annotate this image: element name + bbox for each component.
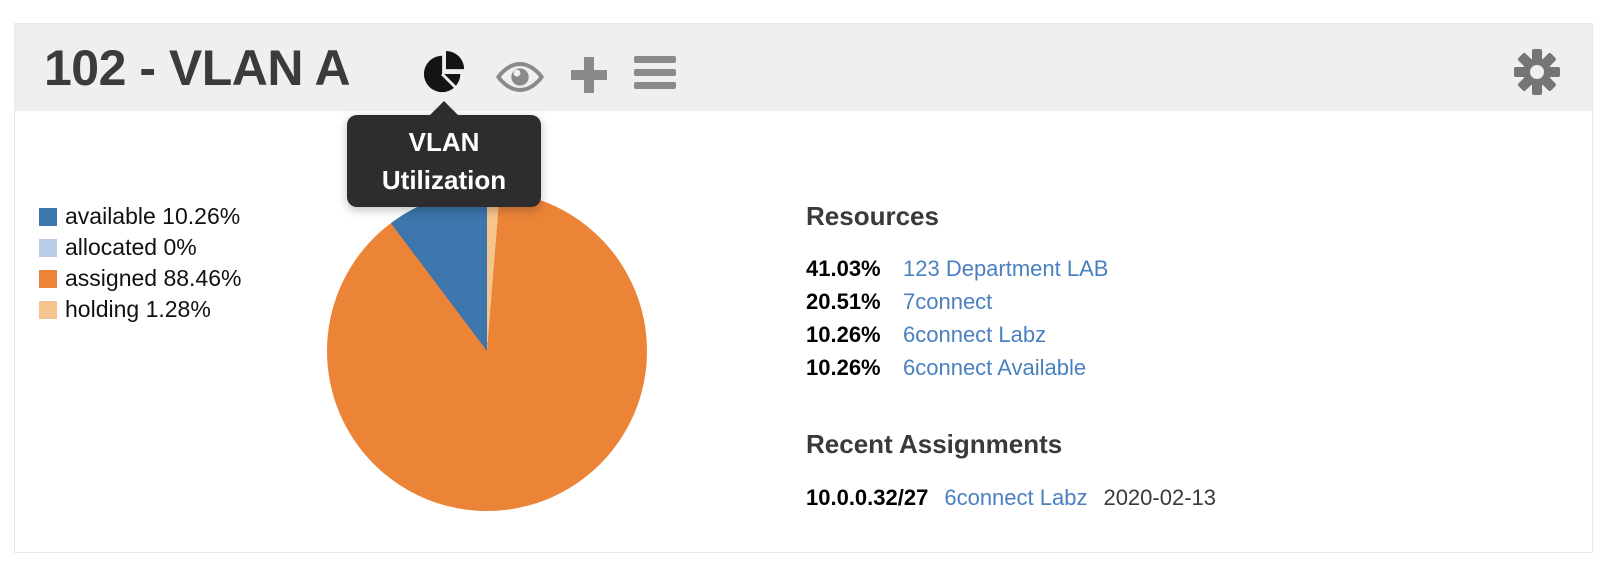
assignment-resource-link[interactable]: 6connect Labz (944, 484, 1088, 510)
resource-percent: 10.26% (806, 354, 881, 380)
legend-label: allocated 0% (65, 234, 197, 260)
hamburger-icon (634, 56, 676, 89)
legend-swatch-allocated (39, 238, 57, 257)
resource-link[interactable]: 123 Department LAB (903, 255, 1109, 281)
legend-label: assigned 88.46% (65, 265, 242, 291)
resource-row: 10.26% 6connect Labz (806, 318, 1108, 351)
tooltip-line-2: Utilization (381, 165, 507, 195)
resource-row: 20.51% 7connect (806, 285, 1108, 318)
eye-icon (495, 62, 545, 92)
resource-percent: 10.26% (806, 321, 881, 347)
assignment-cidr: 10.0.0.32/27 (806, 484, 929, 510)
recent-assignment-row: 10.0.0.32/27 6connect Labz 2020-02-13 (806, 481, 1216, 514)
legend-swatch-assigned (39, 269, 57, 288)
vlan-utilization-chart-button[interactable] (422, 50, 468, 96)
resource-row: 41.03% 123 Department LAB (806, 252, 1108, 285)
resources-heading: Resources (806, 201, 939, 231)
legend-item-assigned: assigned 88.46% (39, 263, 241, 294)
resource-row: 10.26% 6connect Available (806, 351, 1108, 384)
resource-percent: 41.03% (806, 255, 881, 281)
legend-item-allocated: allocated 0% (39, 232, 241, 263)
vlan-widget-card: 102 - VLAN A (14, 23, 1593, 553)
add-button[interactable] (569, 55, 609, 95)
widget-title: 102 - VLAN A (44, 39, 351, 96)
assignment-date: 2020-02-13 (1103, 484, 1216, 510)
view-button[interactable] (494, 58, 546, 96)
resource-link[interactable]: 6connect Available (903, 354, 1087, 380)
menu-button[interactable] (634, 56, 676, 89)
tooltip-line-1: VLAN (408, 127, 480, 157)
legend-swatch-holding (39, 300, 57, 319)
tooltip-vlan-utilization: VLAN Utilization (347, 101, 541, 207)
legend-item-available: available 10.26% (39, 201, 241, 232)
resources-list: 41.03% 123 Department LAB 20.51% 7connec… (806, 252, 1108, 384)
resource-link[interactable]: 7connect (903, 288, 993, 314)
legend-label: holding 1.28% (65, 296, 211, 322)
legend-label: available 10.26% (65, 203, 241, 229)
gear-icon (1514, 49, 1560, 95)
settings-button[interactable] (1513, 48, 1561, 96)
pie-chart-icon (423, 50, 465, 93)
legend-swatch-available (39, 207, 57, 226)
legend-item-holding: holding 1.28% (39, 294, 241, 325)
chart-legend: available 10.26% allocated 0% assigned 8… (39, 201, 241, 325)
recent-assignments-heading: Recent Assignments (806, 429, 1063, 459)
resource-link[interactable]: 6connect Labz (903, 321, 1047, 347)
resource-percent: 20.51% (806, 288, 881, 314)
widget-header: 102 - VLAN A (15, 24, 1592, 111)
details-column: Resources 41.03% 123 Department LAB 20.5… (806, 24, 1566, 552)
plus-icon (571, 57, 607, 93)
pie-chart[interactable] (327, 191, 647, 511)
